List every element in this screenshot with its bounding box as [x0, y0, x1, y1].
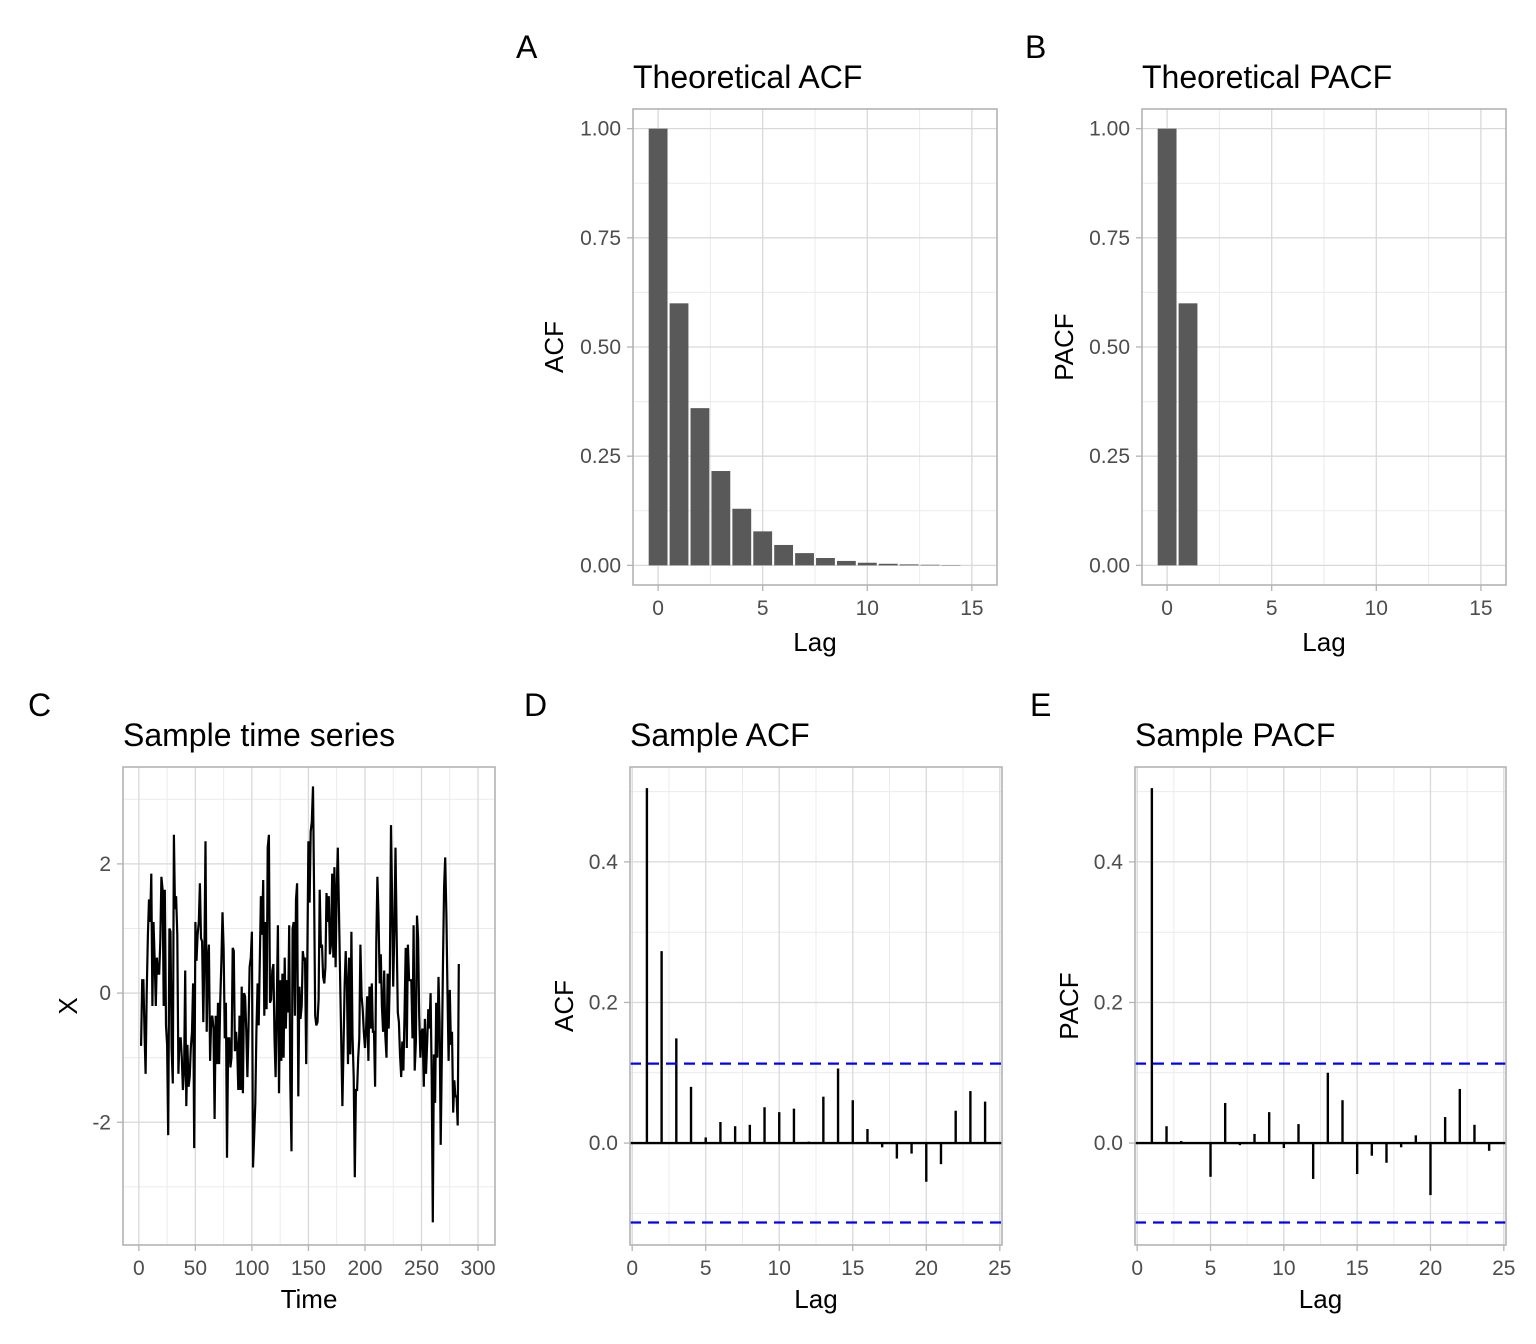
x-tick-label: 300: [461, 1257, 496, 1280]
panel-e: E Sample PACF 0 5 10 15 20 25 0.0 0.2 0.4 Lag PACF: [1030, 687, 1515, 1314]
y-tick-label: 0.50: [1089, 336, 1130, 359]
panel-label: B: [1025, 29, 1046, 65]
panel-label: C: [28, 687, 51, 723]
bar: [753, 531, 773, 566]
x-tick-label: 10: [768, 1257, 791, 1280]
bar: [920, 564, 940, 566]
y-tick-label: 0.4: [1094, 851, 1124, 874]
y-axis-title: PACF: [1054, 972, 1084, 1039]
x-tick-label: 15: [1469, 597, 1492, 620]
x-tick-label: 20: [915, 1257, 938, 1280]
x-tick-label: 50: [184, 1257, 207, 1280]
y-tick-label: 0.0: [1094, 1132, 1123, 1155]
x-tick-label: 150: [291, 1257, 326, 1280]
bar: [1178, 303, 1198, 566]
chart-title: Sample ACF: [630, 717, 810, 753]
x-axis-title: Time: [281, 1284, 338, 1314]
x-tick-label: 25: [1492, 1257, 1515, 1280]
x-tick-label: 5: [1266, 597, 1278, 620]
data-marks: [140, 786, 460, 1223]
x-tick-label: 10: [1272, 1257, 1295, 1280]
y-tick-label: 1.00: [580, 118, 621, 141]
chart-title: Sample PACF: [1135, 717, 1335, 753]
bar: [1157, 128, 1177, 566]
plot-frame: [1134, 766, 1507, 1246]
bar: [732, 508, 752, 566]
y-tick-label: 0.4: [589, 851, 619, 874]
bar: [648, 128, 668, 566]
x-tick-label: 15: [1345, 1257, 1368, 1280]
x-tick-label: 5: [700, 1257, 712, 1280]
data-marks: [1135, 788, 1506, 1224]
x-tick-label: 250: [404, 1257, 439, 1280]
y-tick-label: 0.50: [580, 336, 621, 359]
x-tick-label: 0: [1131, 1257, 1143, 1280]
data-marks: [648, 128, 961, 566]
bar: [711, 471, 731, 566]
x-tick-label: 0: [133, 1257, 145, 1280]
x-tick-label: 15: [841, 1257, 864, 1280]
y-tick-label: 0.25: [580, 445, 621, 468]
bar: [669, 303, 689, 566]
y-tick-label: 0.75: [580, 227, 621, 250]
x-tick-label: 0: [652, 597, 664, 620]
y-tick-label: 0.00: [580, 554, 621, 577]
panel-label: D: [524, 687, 547, 723]
panel-c: C Sample time series 0 50 100 150 200 250 300 -2 0…: [28, 687, 496, 1314]
bar: [774, 544, 794, 566]
chart-title: Theoretical ACF: [633, 59, 862, 95]
x-axis-title: Lag: [793, 627, 836, 657]
x-axis-title: Lag: [1302, 627, 1345, 657]
plot-frame: [629, 766, 1003, 1246]
data-marks: [1157, 128, 1198, 566]
panel-b: B Theoretical PACF 0 5 10 15 0.00 0.25 0.50 0.75 1…: [1025, 29, 1507, 657]
data-marks: [630, 788, 1002, 1224]
x-tick-label: 0: [626, 1257, 638, 1280]
grid: [630, 767, 1002, 1245]
x-axis-title: Lag: [794, 1284, 837, 1314]
x-tick-label: 15: [960, 597, 983, 620]
bar: [816, 558, 835, 566]
grid: [1135, 767, 1506, 1245]
series-line: [140, 786, 460, 1223]
x-tick-label: 5: [1205, 1257, 1217, 1280]
bar: [836, 560, 856, 566]
x-tick-label: 200: [347, 1257, 382, 1280]
x-tick-label: 100: [234, 1257, 269, 1280]
chart-title: Theoretical PACF: [1142, 59, 1392, 95]
y-axis-title: ACF: [539, 321, 569, 373]
panel-label: A: [516, 29, 538, 65]
y-axis-title: ACF: [549, 980, 579, 1032]
y-tick-label: 0.2: [589, 991, 618, 1014]
bar: [899, 564, 919, 566]
y-tick-label: 1.00: [1089, 118, 1130, 141]
y-tick-label: 2: [99, 853, 111, 876]
y-tick-label: 0.2: [1094, 991, 1123, 1014]
x-tick-label: 5: [757, 597, 769, 620]
y-axis-title: PACF: [1049, 313, 1079, 380]
x-axis-title: Lag: [1299, 1284, 1342, 1314]
x-tick-label: 0: [1161, 597, 1173, 620]
x-tick-label: 20: [1419, 1257, 1442, 1280]
panel-d: D Sample ACF 0 5 10 15 20 25 0.0 0.2 0.4 Lag ACF: [524, 687, 1011, 1314]
x-tick-label: 10: [1365, 597, 1388, 620]
panel-a: A Theoretical ACF 0 5 10 15 0.00 0.25 0.50 0.75 1.…: [516, 29, 998, 657]
y-tick-label: -2: [92, 1111, 111, 1134]
panel-label: E: [1030, 687, 1051, 723]
y-tick-label: 0: [99, 982, 111, 1005]
y-axis-title: X: [53, 997, 83, 1014]
y-tick-label: 0.25: [1089, 445, 1130, 468]
y-tick-label: 0.75: [1089, 227, 1130, 250]
bar: [795, 553, 814, 566]
bar: [857, 562, 877, 566]
x-tick-label: 25: [988, 1257, 1011, 1280]
bar: [690, 408, 710, 566]
y-tick-label: 0.0: [589, 1132, 618, 1155]
y-tick-label: 0.00: [1089, 554, 1130, 577]
chart-title: Sample time series: [123, 717, 395, 753]
bar: [878, 563, 898, 566]
x-tick-label: 10: [856, 597, 879, 620]
